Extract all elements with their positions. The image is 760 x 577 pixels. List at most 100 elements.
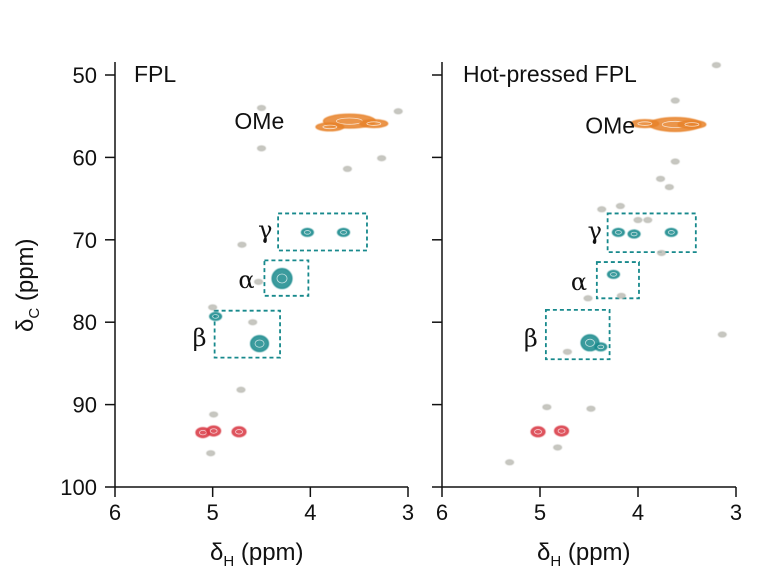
y-tick-label: 80 [73, 310, 97, 335]
peak-unassigned [562, 348, 572, 355]
peak-contour-OMe [322, 124, 338, 130]
peak-anomeric [554, 425, 570, 437]
peak-anomeric [530, 426, 546, 438]
ome-label: OMe [585, 112, 635, 138]
peak-unassigned [254, 278, 264, 285]
peak-unassigned [597, 206, 607, 213]
panel-fpl: FPL δC (ppm) δH (ppm) [12, 61, 408, 570]
y-tick-label: 70 [73, 228, 97, 253]
peak-contour-β [585, 338, 595, 347]
peak-α [271, 268, 293, 290]
peak-unassigned [711, 62, 721, 69]
peak-unassigned [717, 331, 727, 338]
panel-title-hot-pressed: Hot-pressed FPL [463, 61, 637, 87]
x-tick-label: 5 [207, 500, 219, 525]
peak-contour-γ [304, 230, 311, 235]
region-box-α [595, 261, 640, 300]
peak-OMe [677, 119, 707, 129]
y-tick-label: 60 [73, 145, 97, 170]
x-tick-label: 4 [632, 500, 644, 525]
peak-unassigned [553, 444, 563, 451]
peak-unassigned [236, 386, 246, 393]
peak-anomeric [206, 425, 222, 437]
region-box-γ [277, 212, 368, 252]
peak-contour-β [254, 339, 265, 348]
peak-unassigned [615, 203, 625, 210]
peak-unassigned [656, 175, 666, 182]
x-tick-label: 3 [402, 500, 414, 525]
ome-label: OMe [234, 108, 284, 134]
x-tick-label: 3 [730, 500, 742, 525]
peak-unassigned [542, 404, 552, 411]
peak-contour-α [276, 273, 288, 284]
peak-β [250, 335, 270, 353]
peak-OMe [359, 119, 389, 129]
region-label-γ: γ [588, 217, 602, 245]
region-label-α: α [238, 266, 254, 294]
peak-contour-anomeric [198, 429, 207, 436]
x-axis-title-hot-pressed: δH (ppm) [537, 539, 631, 570]
y-tick-label: 90 [73, 393, 97, 418]
peak-contour-anomeric [209, 428, 218, 434]
peak-unassigned [209, 411, 219, 418]
peak-unassigned [206, 450, 216, 457]
y-tick-label: 100 [60, 475, 97, 500]
peak-unassigned [248, 319, 258, 326]
peak-unassigned [237, 241, 247, 248]
region-box-γ [606, 212, 697, 254]
peak-contour-β [212, 314, 219, 319]
peak-unassigned [257, 145, 266, 152]
peak-unassigned [670, 97, 680, 104]
peak-unassigned [393, 108, 403, 115]
peak-γ [611, 227, 625, 237]
peak-contour-anomeric [557, 428, 566, 434]
panel-title-fpl: FPL [134, 61, 176, 87]
peak-unassigned [257, 104, 266, 111]
peak-OMe [630, 119, 660, 129]
peak-unassigned [664, 184, 674, 191]
peak-unassigned [342, 165, 352, 172]
region-label-β: β [193, 324, 207, 352]
peak-OMe [315, 122, 345, 132]
peak-contour-α [610, 272, 617, 277]
region-label-γ: γ [258, 216, 272, 244]
peak-anomeric [231, 426, 247, 438]
peak-contour-γ [615, 230, 622, 235]
peak-β [594, 342, 608, 352]
region-label-α: α [571, 268, 587, 296]
x-tick-label: 4 [304, 500, 316, 525]
peak-γ [337, 227, 351, 237]
panel-0-marks: 6 5 4 3 50 60 70 80 90 100 γα β OMe [60, 63, 414, 525]
peak-unassigned [616, 292, 626, 299]
peak-contour-OMe [637, 121, 653, 126]
region-box-β [213, 309, 281, 359]
peak-contour-β [597, 344, 605, 350]
peak-unassigned [643, 217, 653, 224]
peak-unassigned [583, 295, 593, 302]
peak-contour-anomeric [534, 429, 542, 435]
y-axis-title: δC (ppm) [12, 238, 43, 332]
x-tick-label: 5 [534, 500, 546, 525]
peak-unassigned [586, 405, 596, 412]
peak-contour-γ [630, 231, 638, 237]
region-box-α [263, 259, 310, 297]
peak-γ [664, 227, 678, 237]
peak-unassigned [505, 459, 515, 466]
peak-contour-γ [340, 230, 347, 235]
peak-contour-OMe [684, 122, 700, 127]
peak-contour-anomeric [235, 429, 243, 435]
x-tick-label: 6 [109, 500, 121, 525]
panel-1-marks: 6 5 4 3 γα β OMe [432, 62, 742, 525]
region-box-β [544, 308, 611, 361]
peak-γ [627, 229, 641, 239]
peak-unassigned [670, 158, 680, 165]
peak-contour-OMe [366, 121, 382, 126]
region-label-β: β [524, 325, 538, 353]
peak-unassigned [633, 217, 643, 224]
peak-unassigned [377, 155, 387, 162]
y-tick-label: 50 [73, 63, 97, 88]
peak-unassigned [208, 304, 218, 311]
peak-contour-γ [667, 230, 675, 235]
